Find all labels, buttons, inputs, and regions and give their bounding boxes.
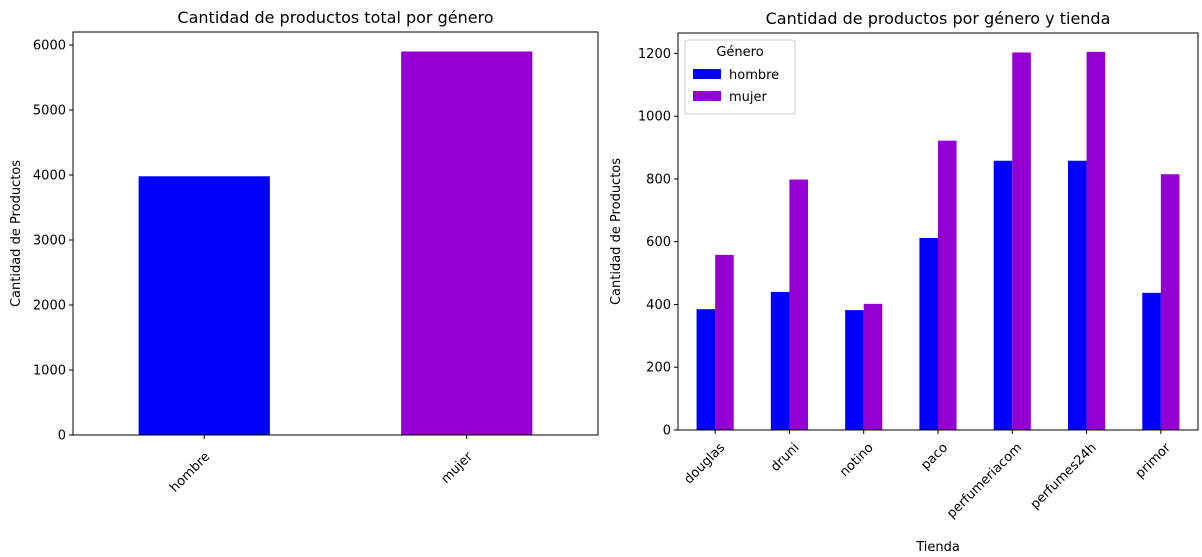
chart1-y-axis-label: Cantidad de Productos: [9, 160, 24, 307]
chart-by-gender-and-store: Cantidad de productos por género y tiend…: [609, 9, 1199, 555]
x-tick-label: douglas: [681, 440, 728, 487]
chart2-x-axis-label: Tienda: [915, 540, 960, 555]
x-tick-label: paco: [918, 440, 951, 473]
y-tick-label: 0: [663, 424, 671, 439]
y-tick-label: 1000: [638, 110, 671, 125]
x-tick-label: hombre: [167, 449, 213, 495]
x-tick-label: mujer: [438, 449, 476, 487]
chart-total-by-gender: Cantidad de productos total por género C…: [9, 8, 599, 496]
bar-notino-mujer: [863, 303, 883, 430]
legend-title: Género: [716, 45, 763, 60]
bar-douglas-hombre: [696, 309, 716, 430]
chart1-title: Cantidad de productos total por género: [177, 8, 493, 27]
bar-paco-hombre: [919, 237, 938, 430]
bar-primor-hombre: [1142, 292, 1161, 430]
legend-swatch-mujer: [693, 91, 721, 101]
bar-perfumes24h-mujer: [1086, 51, 1106, 430]
y-tick-label: 6000: [33, 39, 66, 54]
bar-perfumeriacom-hombre: [993, 160, 1013, 430]
x-tick-label: primor: [1133, 440, 1175, 482]
chart1-plot-frame: [72, 31, 599, 436]
chart2-title: Cantidad de productos por género y tiend…: [766, 9, 1111, 28]
bar-notino-hombre: [845, 310, 864, 430]
y-tick-label: 3000: [33, 234, 66, 249]
y-tick-label: 1200: [638, 47, 671, 62]
y-tick-label: 600: [646, 235, 671, 250]
bar-paco-mujer: [938, 140, 957, 430]
bar-druni-hombre: [770, 291, 790, 430]
bar-perfumes24h-hombre: [1068, 160, 1087, 430]
x-tick-label: druni: [768, 440, 802, 474]
y-tick-label: 2000: [33, 299, 66, 314]
chart2-plot-frame: [677, 32, 1199, 431]
chart2-legend: Género hombre mujer: [684, 39, 796, 115]
bar-primor-mujer: [1160, 174, 1180, 430]
y-tick-label: 400: [646, 298, 671, 313]
chart2-y-axis-label: Cantidad de Productos: [609, 158, 624, 305]
x-tick-label: perfumeriacom: [944, 440, 1025, 521]
y-tick-label: 0: [58, 429, 66, 444]
bar-douglas-mujer: [715, 254, 734, 430]
y-tick-label: 4000: [33, 169, 66, 184]
y-tick-label: 200: [646, 361, 671, 376]
bar-perfumeriacom-mujer: [1012, 52, 1031, 431]
x-tick-label: notino: [837, 440, 877, 480]
legend-label-hombre: hombre: [729, 68, 779, 83]
y-tick-label: 800: [646, 172, 671, 187]
y-tick-label: 1000: [33, 364, 66, 379]
x-tick-label: perfumes24h: [1028, 440, 1100, 512]
bar-druni-mujer: [789, 179, 808, 430]
legend-swatch-hombre: [693, 69, 721, 79]
y-tick-label: 5000: [33, 104, 66, 119]
bar-hombre: [138, 176, 270, 436]
bar-mujer: [401, 51, 533, 435]
legend-label-mujer: mujer: [729, 90, 768, 105]
